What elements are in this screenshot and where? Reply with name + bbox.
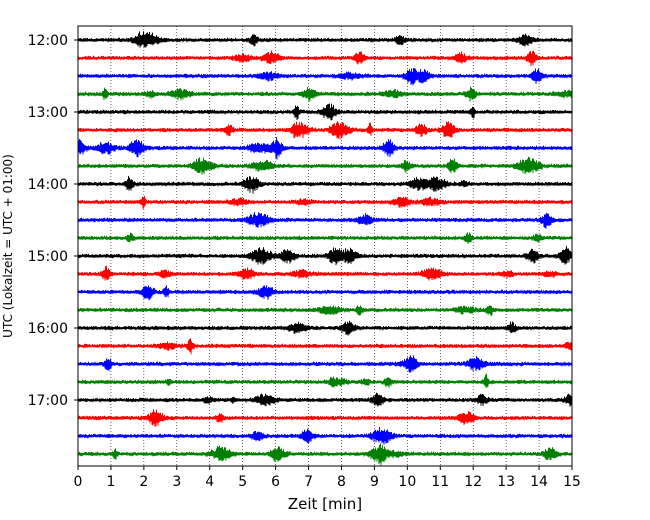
x-tick-label: 12 [464,474,482,490]
y-tick-label: 16:00 [28,321,68,337]
y-tick-label: 12:00 [28,33,68,49]
trace-line [77,50,573,67]
x-tick-label: 9 [370,474,379,490]
trace-line [77,121,573,140]
x-tick-label: 2 [139,474,148,490]
x-tick-label: 5 [238,474,247,490]
seismic-traces [77,31,573,466]
y-tick-label: 17:00 [28,393,68,409]
x-grid [110,26,540,466]
trace-line [77,86,573,102]
x-tick-label: 8 [337,474,346,490]
x-tick-label: 13 [497,474,515,490]
trace-line [77,212,573,229]
trace-line [77,392,573,407]
trace-line [77,67,573,86]
x-tick-label: 3 [172,474,181,490]
trace-line [77,409,573,427]
trace-line [77,265,573,281]
trace-line [77,156,573,175]
trace-line [77,175,573,194]
y-axis-label: UTC (Lokalzeit = UTC + 01:00) [1,154,15,338]
x-tick-label: 6 [271,474,280,490]
trace-line [77,355,573,373]
x-tick-label: 7 [304,474,313,490]
x-tick-label: 15 [563,474,581,490]
y-tick-label: 13:00 [28,105,68,121]
trace-line [77,443,573,466]
x-tick-label: 14 [530,474,548,490]
y-tick-label: 14:00 [28,177,68,193]
trace-line [77,338,573,355]
x-axis: 0 1 2 3 4 5 6 7 8 9 10 11 12 13 14 15 [74,466,581,490]
trace-line [77,373,573,388]
trace-line [77,245,573,266]
trace-line [77,103,573,121]
trace-line [77,426,573,445]
x-axis-label: Zeit [min] [288,495,362,513]
trace-line [77,31,573,48]
x-tick-label: 10 [398,474,416,490]
trace-line [77,305,573,317]
trace-line [77,320,573,336]
trace-line [77,195,573,210]
trace-line [77,232,573,244]
x-tick-label: 4 [205,474,214,490]
x-tick-label: 1 [106,474,115,490]
plot-frame [77,25,573,467]
trace-line [77,137,573,160]
trace-line [77,285,573,301]
x-tick-label: 0 [74,474,83,490]
y-axis: 12:00 13:00 14:00 15:00 16:00 17:00 [28,33,78,409]
x-tick-label: 11 [431,474,449,490]
y-tick-label: 15:00 [28,249,68,265]
